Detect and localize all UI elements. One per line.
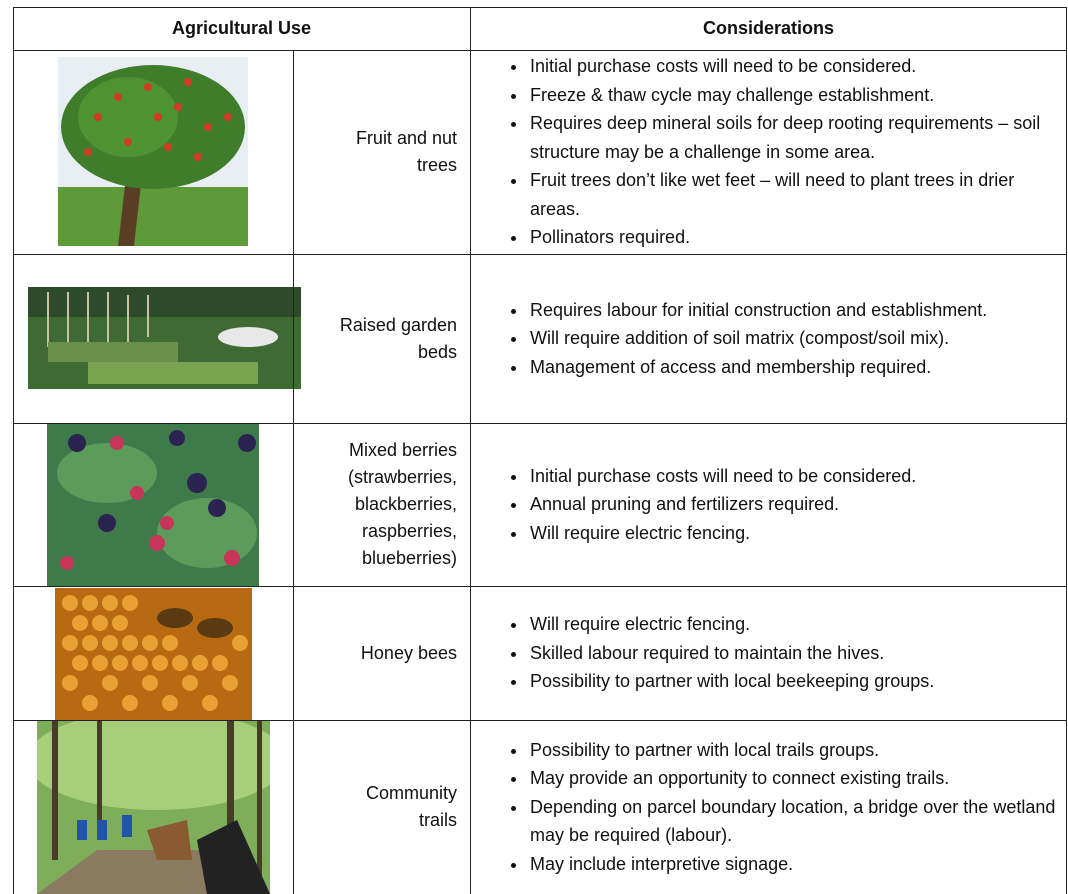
bullet-list: Will require electric fencing.Skilled la…	[471, 610, 934, 696]
considerations-cell: Possibility to partner with local trails…	[471, 720, 1066, 894]
bullet-list: Possibility to partner with local trails…	[471, 736, 1066, 879]
bullet-item: Depending on parcel boundary location, a…	[528, 793, 1066, 850]
border	[470, 7, 471, 894]
bullet-item: Management of access and membership requ…	[528, 353, 987, 382]
use-cell: Mixed berries (strawberries, blackberrie…	[294, 423, 457, 586]
border	[293, 50, 294, 894]
bullet-item: Possibility to partner with local beekee…	[528, 667, 934, 696]
trail-image	[37, 720, 270, 894]
fruit-tree-image	[58, 57, 248, 246]
use-label: Fruit and nut trees	[355, 128, 457, 175]
header-cell: Considerations	[702, 18, 835, 38]
bullet-item: Will require addition of soil matrix (co…	[528, 324, 987, 353]
use-cell: Community trails	[294, 720, 457, 894]
bullet-item: Fruit trees don’t like wet feet – will n…	[528, 166, 1066, 223]
bullet-item: Requires deep mineral soils for deep roo…	[528, 109, 1066, 166]
use-label: Honey bees	[360, 642, 457, 663]
garden-beds-image	[28, 287, 301, 389]
header-cell: Agricultural Use	[171, 18, 312, 38]
use-cell: Fruit and nut trees	[294, 50, 457, 254]
considerations-cell: Requires labour for initial construction…	[471, 254, 1066, 423]
bullet-item: Pollinators required.	[528, 223, 1066, 252]
considerations-cell: Will require electric fencing.Skilled la…	[471, 586, 1066, 720]
honeycomb-image	[55, 588, 252, 720]
bullet-item: Requires labour for initial construction…	[528, 296, 987, 325]
bullet-item: Possibility to partner with local trails…	[528, 736, 1066, 765]
border	[13, 423, 1067, 424]
bullet-list: Initial purchase costs will need to be c…	[471, 52, 1066, 252]
border	[1066, 7, 1067, 894]
berries-image	[47, 423, 259, 586]
considerations-cell: Initial purchase costs will need to be c…	[471, 50, 1066, 254]
use-label: Mixed berries (strawberries, blackberrie…	[347, 440, 457, 568]
use-cell: Honey bees	[294, 586, 457, 720]
bullet-item: Freeze & thaw cycle may challenge establ…	[528, 81, 1066, 110]
bullet-item: Initial purchase costs will need to be c…	[528, 52, 1066, 81]
border	[13, 586, 1067, 587]
bullet-item: Will require electric fencing.	[528, 519, 916, 548]
bullet-item: Will require electric fencing.	[528, 610, 934, 639]
considerations-cell: Initial purchase costs will need to be c…	[471, 423, 1066, 586]
use-label: Community trails	[365, 783, 457, 830]
bullet-item: Annual pruning and fertilizers required.	[528, 490, 916, 519]
border	[13, 7, 14, 894]
border	[13, 50, 1067, 51]
bullet-item: May include interpretive signage.	[528, 850, 1066, 879]
use-label: Raised garden beds	[339, 314, 457, 362]
bullet-item: May provide an opportunity to connect ex…	[528, 764, 1066, 793]
border	[13, 7, 1067, 8]
bullet-item: Skilled labour required to maintain the …	[528, 639, 934, 668]
bullet-item: Initial purchase costs will need to be c…	[528, 462, 916, 491]
border	[13, 720, 1067, 721]
border	[13, 254, 1067, 255]
use-cell: Raised garden beds	[294, 254, 457, 423]
bullet-list: Initial purchase costs will need to be c…	[471, 462, 916, 548]
bullet-list: Requires labour for initial construction…	[471, 296, 987, 382]
